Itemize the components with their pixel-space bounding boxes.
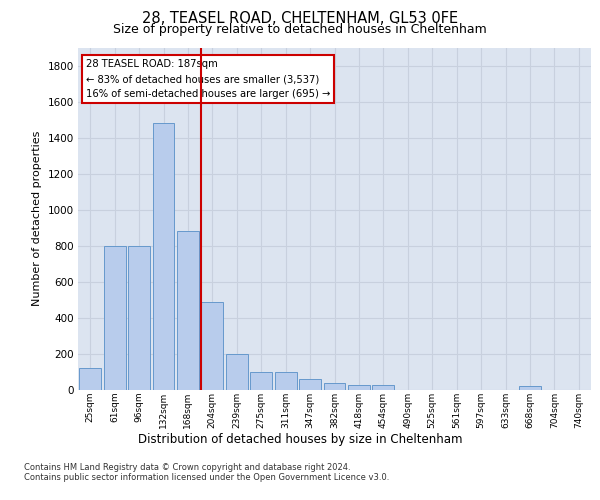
Bar — [79, 368, 101, 390]
Text: Distribution of detached houses by size in Cheltenham: Distribution of detached houses by size … — [138, 432, 462, 446]
Bar — [202, 302, 223, 390]
Bar — [275, 372, 296, 390]
Bar — [128, 246, 150, 390]
Y-axis label: Number of detached properties: Number of detached properties — [32, 131, 42, 306]
Text: Contains public sector information licensed under the Open Government Licence v3: Contains public sector information licen… — [24, 472, 389, 482]
Bar — [152, 123, 175, 390]
Text: Contains HM Land Registry data © Crown copyright and database right 2024.: Contains HM Land Registry data © Crown c… — [24, 462, 350, 471]
Text: 28, TEASEL ROAD, CHELTENHAM, GL53 0FE: 28, TEASEL ROAD, CHELTENHAM, GL53 0FE — [142, 11, 458, 26]
Bar — [299, 379, 321, 390]
Bar — [226, 354, 248, 390]
Bar — [250, 372, 272, 390]
Bar — [323, 383, 346, 390]
Bar — [373, 386, 394, 390]
Bar — [104, 246, 125, 390]
Text: 28 TEASEL ROAD: 187sqm
← 83% of detached houses are smaller (3,537)
16% of semi-: 28 TEASEL ROAD: 187sqm ← 83% of detached… — [86, 60, 330, 99]
Bar — [348, 384, 370, 390]
Bar — [519, 386, 541, 390]
Text: Size of property relative to detached houses in Cheltenham: Size of property relative to detached ho… — [113, 22, 487, 36]
Bar — [177, 232, 199, 390]
